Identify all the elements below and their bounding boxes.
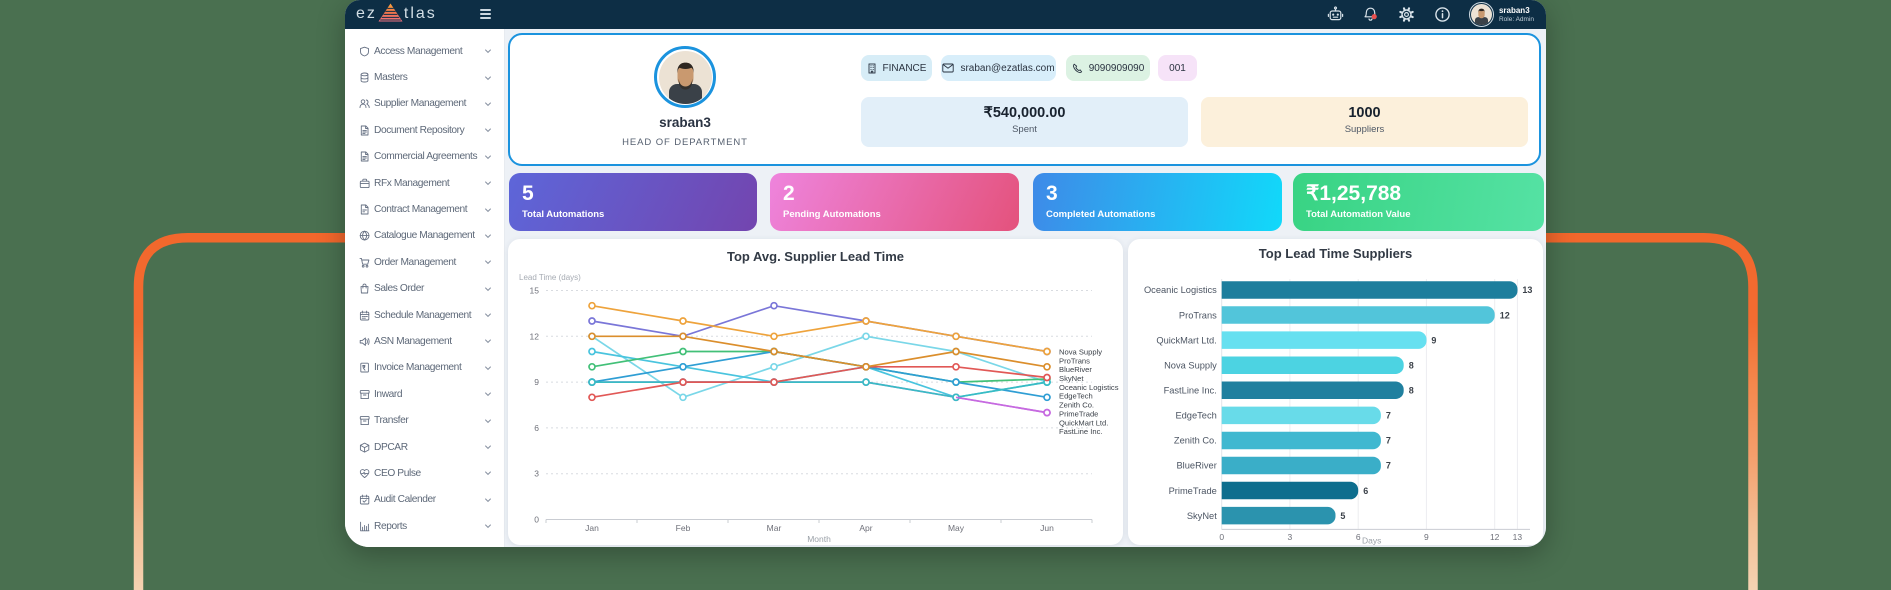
svg-text:EdgeTech: EdgeTech <box>1059 392 1093 401</box>
svg-text:Lead Time (days): Lead Time (days) <box>519 273 581 282</box>
svg-text:8: 8 <box>1409 360 1414 370</box>
svg-text:12: 12 <box>1500 310 1510 320</box>
svg-text:12: 12 <box>530 331 540 341</box>
svg-text:0: 0 <box>534 515 539 525</box>
svg-text:Mar: Mar <box>767 523 782 533</box>
svg-text:QuickMart Ltd.: QuickMart Ltd. <box>1059 418 1108 427</box>
svg-text:8: 8 <box>1409 386 1414 396</box>
svg-text:Feb: Feb <box>676 523 691 533</box>
svg-text:Top Lead Time Suppliers: Top Lead Time Suppliers <box>1259 246 1412 261</box>
svg-text:3: 3 <box>534 469 539 479</box>
svg-text:0: 0 <box>1219 532 1224 542</box>
svg-text:Month: Month <box>807 534 831 544</box>
svg-text:BlueRiver: BlueRiver <box>1059 365 1092 374</box>
svg-text:9: 9 <box>1424 532 1429 542</box>
svg-text:PrimeTrade: PrimeTrade <box>1169 486 1217 496</box>
svg-text:BlueRiver: BlueRiver <box>1176 461 1216 471</box>
svg-text:5: 5 <box>1340 511 1345 521</box>
svg-text:Days: Days <box>1362 535 1381 545</box>
svg-text:Zenith Co.: Zenith Co. <box>1059 401 1094 410</box>
svg-text:May: May <box>948 523 965 533</box>
svg-text:PrimeTrade: PrimeTrade <box>1059 409 1098 418</box>
svg-text:FastLine Inc.: FastLine Inc. <box>1059 427 1102 436</box>
svg-text:Jun: Jun <box>1040 523 1054 533</box>
svg-text:ProTrans: ProTrans <box>1179 310 1217 320</box>
svg-text:6: 6 <box>1356 532 1361 542</box>
svg-text:EdgeTech: EdgeTech <box>1175 411 1216 421</box>
svg-text:Apr: Apr <box>859 523 872 533</box>
svg-text:Jan: Jan <box>585 523 599 533</box>
svg-text:Nova Supply: Nova Supply <box>1059 347 1102 356</box>
svg-text:6: 6 <box>534 423 539 433</box>
svg-text:Nova Supply: Nova Supply <box>1164 360 1217 370</box>
svg-text:12: 12 <box>1490 532 1500 542</box>
svg-text:QuickMart Ltd.: QuickMart Ltd. <box>1156 335 1216 345</box>
svg-text:6: 6 <box>1363 486 1368 496</box>
svg-text:13: 13 <box>1522 285 1532 295</box>
svg-text:9: 9 <box>534 377 539 387</box>
svg-text:Oceanic Logistics: Oceanic Logistics <box>1144 285 1217 295</box>
svg-text:FastLine Inc.: FastLine Inc. <box>1164 386 1217 396</box>
svg-text:Top Avg. Supplier Lead Time: Top Avg. Supplier Lead Time <box>727 249 904 264</box>
svg-text:7: 7 <box>1386 436 1391 446</box>
svg-text:SkyNet: SkyNet <box>1059 374 1084 383</box>
svg-text:7: 7 <box>1386 411 1391 421</box>
svg-text:3: 3 <box>1288 532 1293 542</box>
svg-text:Zenith Co.: Zenith Co. <box>1174 436 1217 446</box>
svg-text:SkyNet: SkyNet <box>1187 511 1217 521</box>
svg-text:ProTrans: ProTrans <box>1059 356 1090 365</box>
svg-text:15: 15 <box>530 285 540 295</box>
svg-text:13: 13 <box>1513 532 1523 542</box>
svg-text:9: 9 <box>1431 335 1436 345</box>
svg-text:7: 7 <box>1386 461 1391 471</box>
svg-text:Oceanic Logistics: Oceanic Logistics <box>1059 383 1119 392</box>
